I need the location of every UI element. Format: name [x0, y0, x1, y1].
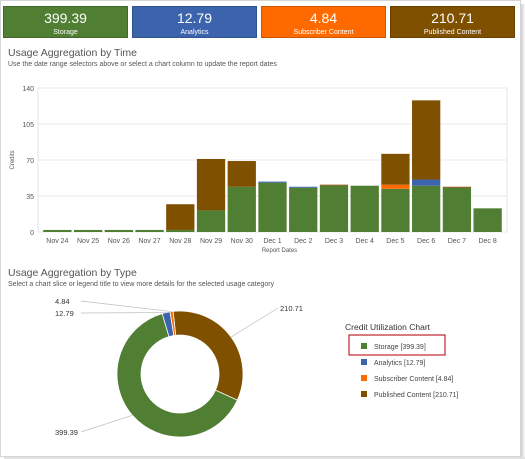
- legend-highlight-box: [348, 334, 446, 356]
- y-tick-label: 105: [22, 122, 34, 129]
- bar-segment-published[interactable]: [227, 161, 256, 187]
- bar-segment-published[interactable]: [319, 184, 349, 186]
- legend-item-subscriber[interactable]: Subscriber Content [4.84]: [361, 375, 453, 383]
- legend-item-published[interactable]: Published Content [210.71]: [361, 391, 459, 399]
- x-tick-label: Nov 25: [77, 238, 99, 245]
- usage-by-time-chart: 0 35 70 105 140 Credits Nov 24 Nov 25 Nov 26 Nov …: [10, 86, 508, 254]
- legend-label: Analytics [12.79]: [374, 360, 425, 367]
- bar-segment-storage[interactable]: [227, 186, 256, 232]
- legend-swatch: [361, 343, 367, 349]
- x-axis-label: Report Dates: [262, 248, 297, 254]
- y-axis-label: Credits: [10, 150, 16, 169]
- bar-segment-storage[interactable]: [473, 208, 502, 232]
- storage-tile-label: Storage: [53, 29, 78, 36]
- bar-segment-analytics[interactable]: [412, 179, 441, 186]
- y-tick-label: 70: [26, 158, 34, 165]
- bar-segment-storage[interactable]: [104, 229, 133, 232]
- bar-segment-storage[interactable]: [319, 185, 349, 232]
- published-content-tile-value: 210.71: [431, 10, 474, 26]
- y-tick-label: 0: [30, 230, 34, 237]
- storage-tile[interactable]: 399.39 Storage: [3, 6, 128, 38]
- legend-swatch: [361, 391, 367, 397]
- analytics-tile-value: 12.79: [176, 10, 213, 26]
- bar-segment-published[interactable]: [381, 153, 410, 185]
- bar-segment-published[interactable]: [166, 204, 195, 230]
- legend-label: Storage [399.39]: [374, 344, 426, 351]
- legend-title: Credit Utilization Chart: [345, 322, 431, 332]
- bar-segment-storage[interactable]: [381, 188, 410, 232]
- analytics-tile-label: Analytics: [180, 29, 209, 36]
- panel-shadow-bottom: [4, 457, 525, 459]
- published-content-tile[interactable]: 210.71 Published Content: [390, 6, 515, 38]
- legend-label: Subscriber Content [4.84]: [374, 376, 453, 383]
- legend-swatch: [361, 359, 367, 365]
- x-tick-label: Dec 3: [325, 238, 343, 245]
- x-tick-label: Dec 7: [448, 238, 466, 245]
- analytics-tile[interactable]: 12.79 Analytics: [132, 6, 257, 38]
- y-tick-label: 140: [22, 86, 34, 93]
- legend-item-storage[interactable]: Storage [399.39]: [361, 343, 426, 351]
- type-section-title: Usage Aggregation by Type: [8, 267, 137, 279]
- x-tick-label: Dec 6: [417, 238, 435, 245]
- x-tick-label: Dec 2: [294, 238, 312, 245]
- bar-segment-storage[interactable]: [166, 229, 195, 232]
- subscriber-content-tile-value: 4.84: [309, 10, 338, 26]
- bar-segment-storage[interactable]: [73, 229, 103, 232]
- legend-swatch: [361, 375, 367, 381]
- bar-segment-storage[interactable]: [442, 187, 472, 232]
- slice-leader-line: [230, 307, 279, 338]
- x-tick-label: Nov 29: [200, 238, 222, 245]
- x-tick-label: Nov 30: [231, 238, 253, 245]
- slice-label-storage: 399.39: [55, 428, 78, 437]
- x-tick-label: Nov 28: [169, 238, 191, 245]
- bar-segment-storage[interactable]: [289, 187, 318, 232]
- x-tick-label: Nov 26: [108, 238, 130, 245]
- bar-segment-subscriber[interactable]: [381, 184, 410, 189]
- subscriber-content-tile[interactable]: 4.84 Subscriber Content: [261, 6, 386, 38]
- bar-segment-analytics[interactable]: [289, 186, 318, 188]
- slice-label-subscriber: 4.84: [55, 297, 70, 306]
- x-tick-label: Nov 24: [46, 238, 68, 245]
- time-section-title: Usage Aggregation by Time: [8, 47, 137, 59]
- bar-segment-storage[interactable]: [350, 185, 379, 232]
- x-tick-label: Nov 27: [138, 238, 160, 245]
- subscriber-content-tile-label: Subscriber Content: [293, 29, 354, 36]
- legend-item-analytics[interactable]: Analytics [12.79]: [361, 359, 425, 367]
- legend-label: Published Content [210.71]: [374, 392, 459, 399]
- y-tick-label: 35: [26, 194, 34, 201]
- bar-segment-published[interactable]: [196, 158, 226, 211]
- bar-segment-published[interactable]: [412, 100, 441, 180]
- donut-slice-storage[interactable]: [116, 313, 238, 438]
- bar-segment-storage[interactable]: [196, 210, 226, 232]
- published-content-tile-label: Published Content: [423, 29, 482, 36]
- bar-segment-analytics[interactable]: [258, 181, 287, 183]
- storage-tile-value: 399.39: [44, 10, 87, 26]
- bar-segment-published[interactable]: [442, 186, 472, 188]
- bar-segment-storage[interactable]: [135, 229, 164, 232]
- bar-segment-storage[interactable]: [43, 229, 72, 232]
- bar-segment-storage[interactable]: [258, 182, 287, 232]
- donut-slice-published[interactable]: [172, 310, 244, 401]
- time-section-subtitle: Use the date range selectors above or se…: [8, 61, 277, 68]
- x-tick-label: Dec 5: [386, 238, 404, 245]
- x-tick-label: Dec 4: [356, 238, 374, 245]
- x-tick-label: Dec 8: [478, 238, 496, 245]
- bar-segment-storage[interactable]: [412, 185, 441, 232]
- x-tick-label: Dec 1: [263, 238, 281, 245]
- slice-label-analytics: 12.79: [55, 309, 74, 318]
- usage-by-type-chart: Credit Utilization Chart 399.39 12.79 4.84…: [55, 297, 459, 438]
- type-section-subtitle: Select a chart slice or legend title to …: [8, 281, 275, 288]
- panel-shadow-right: [521, 4, 525, 459]
- slice-label-published: 210.71: [280, 304, 303, 313]
- slice-leader-line: [80, 300, 172, 312]
- slice-leader-line: [80, 414, 133, 433]
